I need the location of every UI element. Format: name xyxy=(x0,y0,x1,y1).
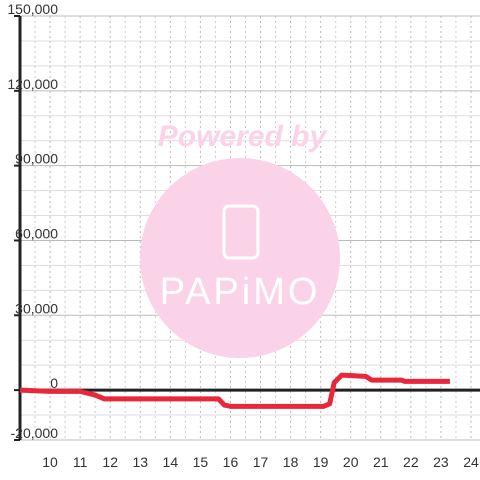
x-tick-label: 24 xyxy=(463,454,479,470)
x-tick-label: 12 xyxy=(102,454,118,470)
watermark-phone xyxy=(222,204,260,260)
y-tick-label: -20,000 xyxy=(11,425,59,441)
x-tick-label: 16 xyxy=(223,454,239,470)
y-tick-label: 30,000 xyxy=(15,300,58,316)
x-tick-label: 13 xyxy=(132,454,148,470)
data-line xyxy=(19,372,450,409)
watermark-title: Powered by xyxy=(158,120,328,153)
y-tick-label: 120,000 xyxy=(7,76,58,92)
x-tick-label: 19 xyxy=(313,454,329,470)
x-tick-label: 22 xyxy=(403,454,419,470)
y-tick-label: 60,000 xyxy=(15,225,58,241)
x-tick-label: 18 xyxy=(283,454,299,470)
x-tick-label: 11 xyxy=(73,454,88,470)
x-tick-label: 23 xyxy=(433,454,449,470)
watermark: Powered by PAPiMO xyxy=(140,120,340,358)
y-tick-label: 150,000 xyxy=(7,1,58,17)
x-tick-label: 10 xyxy=(42,454,58,470)
watermark-logo: PAPiMO xyxy=(160,271,321,313)
x-tick-label: 14 xyxy=(163,454,179,470)
y-tick-label: 0 xyxy=(50,375,58,391)
x-tick-label: 17 xyxy=(253,454,269,470)
x-tick-label: 20 xyxy=(343,454,359,470)
y-tick-label: 90,000 xyxy=(15,151,58,167)
x-tick-label: 15 xyxy=(193,454,209,470)
x-tick-label: 21 xyxy=(373,454,389,470)
